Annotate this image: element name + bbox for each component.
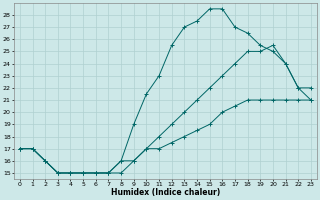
X-axis label: Humidex (Indice chaleur): Humidex (Indice chaleur): [111, 188, 220, 197]
